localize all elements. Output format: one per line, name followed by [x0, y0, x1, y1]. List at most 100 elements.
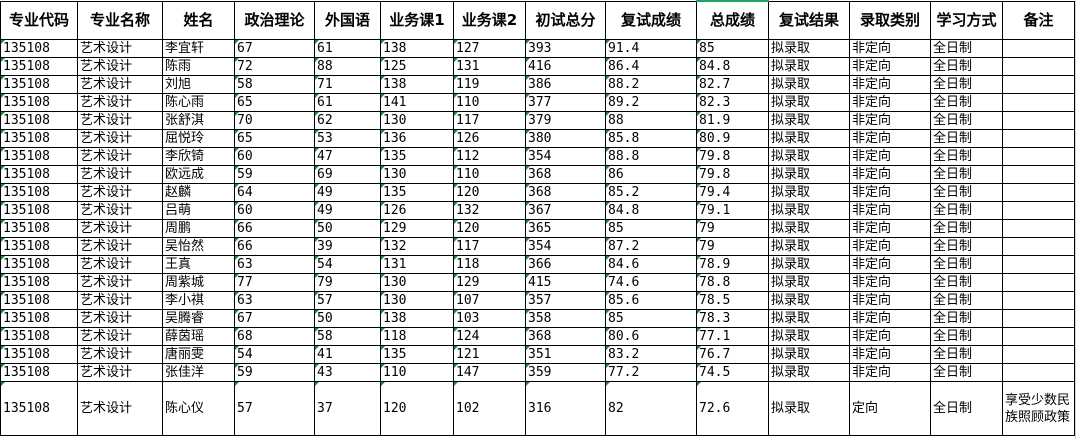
- cell-remarks[interactable]: [1002, 183, 1075, 202]
- cell-study-mode[interactable]: 全日制: [930, 93, 1003, 112]
- cell-admission-type[interactable]: 非定向: [849, 165, 931, 184]
- cell-course2[interactable]: 110: [453, 93, 526, 112]
- cell-course2[interactable]: 119: [453, 75, 526, 94]
- cell-retest-score[interactable]: 88: [605, 111, 697, 130]
- cell-politics[interactable]: 70: [234, 111, 315, 130]
- cell-prelim-total[interactable]: 368: [525, 183, 606, 202]
- cell-major-code[interactable]: 135108: [0, 57, 78, 76]
- cell-total-score[interactable]: 79.4: [696, 183, 769, 202]
- cell-course2[interactable]: 118: [453, 255, 526, 274]
- cell-major-name[interactable]: 艺术设计: [77, 57, 163, 76]
- cell-admission-type[interactable]: 非定向: [849, 183, 931, 202]
- cell-foreign-language[interactable]: 88: [314, 57, 381, 76]
- cell-major-code[interactable]: 135108: [0, 381, 78, 436]
- cell-retest-result[interactable]: 拟录取: [768, 93, 850, 112]
- cell-retest-score[interactable]: 89.2: [605, 93, 697, 112]
- cell-remarks[interactable]: [1002, 327, 1075, 346]
- cell-prelim-total[interactable]: 359: [525, 363, 606, 382]
- cell-major-code[interactable]: 135108: [0, 165, 78, 184]
- cell-name[interactable]: 薛茵瑶: [162, 327, 235, 346]
- cell-study-mode[interactable]: 全日制: [930, 345, 1003, 364]
- cell-course2[interactable]: 124: [453, 327, 526, 346]
- cell-name[interactable]: 周鹏: [162, 219, 235, 238]
- cell-foreign-language[interactable]: 62: [314, 111, 381, 130]
- cell-remarks[interactable]: [1002, 93, 1075, 112]
- cell-course1[interactable]: 126: [380, 201, 454, 220]
- cell-total-score[interactable]: 79.8: [696, 165, 769, 184]
- cell-remarks[interactable]: [1002, 165, 1075, 184]
- cell-name[interactable]: 陈心雨: [162, 93, 235, 112]
- cell-admission-type[interactable]: 非定向: [849, 201, 931, 220]
- cell-retest-score[interactable]: 88.8: [605, 147, 697, 166]
- cell-foreign-language[interactable]: 79: [314, 273, 381, 292]
- header-major-code[interactable]: 专业代码: [0, 0, 78, 40]
- cell-study-mode[interactable]: 全日制: [930, 381, 1003, 436]
- cell-major-code[interactable]: 135108: [0, 147, 78, 166]
- cell-foreign-language[interactable]: 69: [314, 165, 381, 184]
- cell-retest-result[interactable]: 拟录取: [768, 255, 850, 274]
- cell-prelim-total[interactable]: 357: [525, 291, 606, 310]
- cell-course2[interactable]: 147: [453, 363, 526, 382]
- cell-course2[interactable]: 129: [453, 273, 526, 292]
- cell-major-code[interactable]: 135108: [0, 309, 78, 328]
- cell-foreign-language[interactable]: 71: [314, 75, 381, 94]
- cell-admission-type[interactable]: 非定向: [849, 345, 931, 364]
- cell-retest-result[interactable]: 拟录取: [768, 309, 850, 328]
- cell-name[interactable]: 张舒淇: [162, 111, 235, 130]
- cell-retest-result[interactable]: 拟录取: [768, 57, 850, 76]
- cell-foreign-language[interactable]: 57: [314, 291, 381, 310]
- cell-major-code[interactable]: 135108: [0, 129, 78, 148]
- cell-admission-type[interactable]: 非定向: [849, 363, 931, 382]
- cell-remarks[interactable]: [1002, 291, 1075, 310]
- cell-name[interactable]: 陈心仪: [162, 381, 235, 436]
- cell-major-name[interactable]: 艺术设计: [77, 219, 163, 238]
- cell-course1[interactable]: 129: [380, 219, 454, 238]
- cell-study-mode[interactable]: 全日制: [930, 363, 1003, 382]
- cell-course1[interactable]: 135: [380, 345, 454, 364]
- cell-admission-type[interactable]: 非定向: [849, 75, 931, 94]
- cell-politics[interactable]: 68: [234, 327, 315, 346]
- cell-retest-result[interactable]: 拟录取: [768, 111, 850, 130]
- cell-major-name[interactable]: 艺术设计: [77, 183, 163, 202]
- cell-prelim-total[interactable]: 377: [525, 93, 606, 112]
- cell-foreign-language[interactable]: 41: [314, 345, 381, 364]
- cell-remarks[interactable]: [1002, 309, 1075, 328]
- cell-course1[interactable]: 138: [380, 39, 454, 58]
- cell-course1[interactable]: 130: [380, 111, 454, 130]
- cell-study-mode[interactable]: 全日制: [930, 273, 1003, 292]
- cell-foreign-language[interactable]: 39: [314, 237, 381, 256]
- cell-study-mode[interactable]: 全日制: [930, 291, 1003, 310]
- cell-name[interactable]: 吴腾睿: [162, 309, 235, 328]
- cell-retest-result[interactable]: 拟录取: [768, 381, 850, 436]
- cell-major-code[interactable]: 135108: [0, 39, 78, 58]
- cell-total-score[interactable]: 79: [696, 219, 769, 238]
- header-retest-result[interactable]: 复试结果: [768, 0, 850, 40]
- cell-course2[interactable]: 103: [453, 309, 526, 328]
- cell-foreign-language[interactable]: 58: [314, 327, 381, 346]
- cell-major-name[interactable]: 艺术设计: [77, 255, 163, 274]
- cell-prelim-total[interactable]: 415: [525, 273, 606, 292]
- cell-major-code[interactable]: 135108: [0, 291, 78, 310]
- cell-course1[interactable]: 135: [380, 147, 454, 166]
- cell-retest-result[interactable]: 拟录取: [768, 39, 850, 58]
- cell-study-mode[interactable]: 全日制: [930, 111, 1003, 130]
- cell-name[interactable]: 王真: [162, 255, 235, 274]
- cell-remarks[interactable]: [1002, 363, 1075, 382]
- cell-total-score[interactable]: 78.8: [696, 273, 769, 292]
- cell-course1[interactable]: 135: [380, 183, 454, 202]
- cell-admission-type[interactable]: 非定向: [849, 309, 931, 328]
- cell-course2[interactable]: 120: [453, 183, 526, 202]
- cell-total-score[interactable]: 79: [696, 237, 769, 256]
- cell-study-mode[interactable]: 全日制: [930, 75, 1003, 94]
- cell-retest-result[interactable]: 拟录取: [768, 165, 850, 184]
- cell-course1[interactable]: 138: [380, 75, 454, 94]
- cell-course1[interactable]: 120: [380, 381, 454, 436]
- cell-foreign-language[interactable]: 49: [314, 183, 381, 202]
- cell-major-name[interactable]: 艺术设计: [77, 201, 163, 220]
- cell-study-mode[interactable]: 全日制: [930, 39, 1003, 58]
- cell-course1[interactable]: 130: [380, 273, 454, 292]
- cell-study-mode[interactable]: 全日制: [930, 219, 1003, 238]
- cell-major-name[interactable]: 艺术设计: [77, 237, 163, 256]
- cell-name[interactable]: 李小祺: [162, 291, 235, 310]
- cell-total-score[interactable]: 82.3: [696, 93, 769, 112]
